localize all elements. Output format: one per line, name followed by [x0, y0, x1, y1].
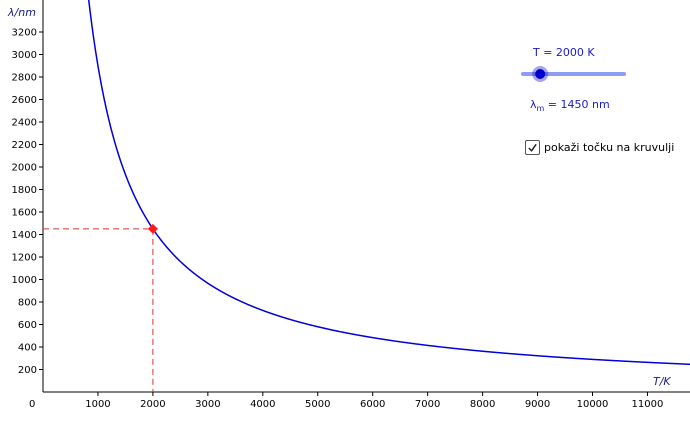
x-tick-label: 9000: [525, 399, 550, 410]
y-tick-label: 800: [18, 298, 37, 309]
y-tick-label: 1000: [12, 275, 37, 286]
y-tick-label: 400: [18, 343, 37, 354]
lambda-value: = 1450 nm: [544, 98, 610, 111]
y-tick-label: 3000: [12, 50, 37, 61]
y-tick-label: 200: [18, 365, 37, 376]
y-tick-label: 2800: [12, 73, 37, 84]
slider-value-label: T = 2000 K: [533, 46, 595, 59]
lambda-subscript: m: [536, 104, 545, 114]
x-axis-label: T/K: [653, 375, 671, 388]
y-tick-label: 2600: [12, 95, 37, 106]
show-point-label: pokaži točku na kruvulji: [544, 141, 675, 154]
temperature-slider[interactable]: [521, 66, 626, 82]
y-tick-label: 600: [18, 320, 37, 331]
axis-ticks: 1000 2000 3000 4000 5000 6000 7000 8000 9000 1000…: [12, 28, 664, 411]
curve-point[interactable]: [147, 223, 158, 234]
x-tick-label: 5000: [305, 399, 330, 410]
x-tick-label: 1000: [85, 399, 110, 410]
show-point-toggle[interactable]: pokaži točku na kruvulji: [525, 140, 674, 155]
x-tick-label: 8000: [470, 399, 495, 410]
y-tick-label: 1600: [12, 208, 37, 219]
y-tick-label: 1200: [12, 253, 37, 264]
y-tick-label: 1800: [12, 185, 37, 196]
y-tick-label: 2000: [12, 163, 37, 174]
x-tick-label: 3000: [195, 399, 220, 410]
checkmark-icon: [528, 143, 537, 152]
y-tick-label: 1400: [12, 230, 37, 241]
x-tick-label: 6000: [360, 399, 385, 410]
x-tick-label: 10000: [577, 399, 609, 410]
x-tick-label: 7000: [415, 399, 440, 410]
lambda-max-readout: λm = 1450 nm: [530, 98, 610, 113]
slider-knob[interactable]: [535, 69, 546, 79]
axes: 0: [29, 0, 690, 410]
wien-curve: [87, 0, 690, 366]
x-tick-label: 4000: [250, 399, 275, 410]
origin-label: 0: [29, 399, 35, 410]
lambda-symbol: λ: [530, 98, 537, 111]
y-axis-label: λ/nm: [8, 6, 36, 19]
show-point-checkbox[interactable]: [525, 140, 540, 155]
x-tick-label: 11000: [632, 399, 664, 410]
guide-lines: [43, 228, 154, 392]
y-tick-label: 3200: [12, 28, 37, 39]
x-tick-label: 2000: [140, 399, 165, 410]
y-tick-label: 2200: [12, 140, 37, 151]
y-tick-label: 2400: [12, 118, 37, 129]
